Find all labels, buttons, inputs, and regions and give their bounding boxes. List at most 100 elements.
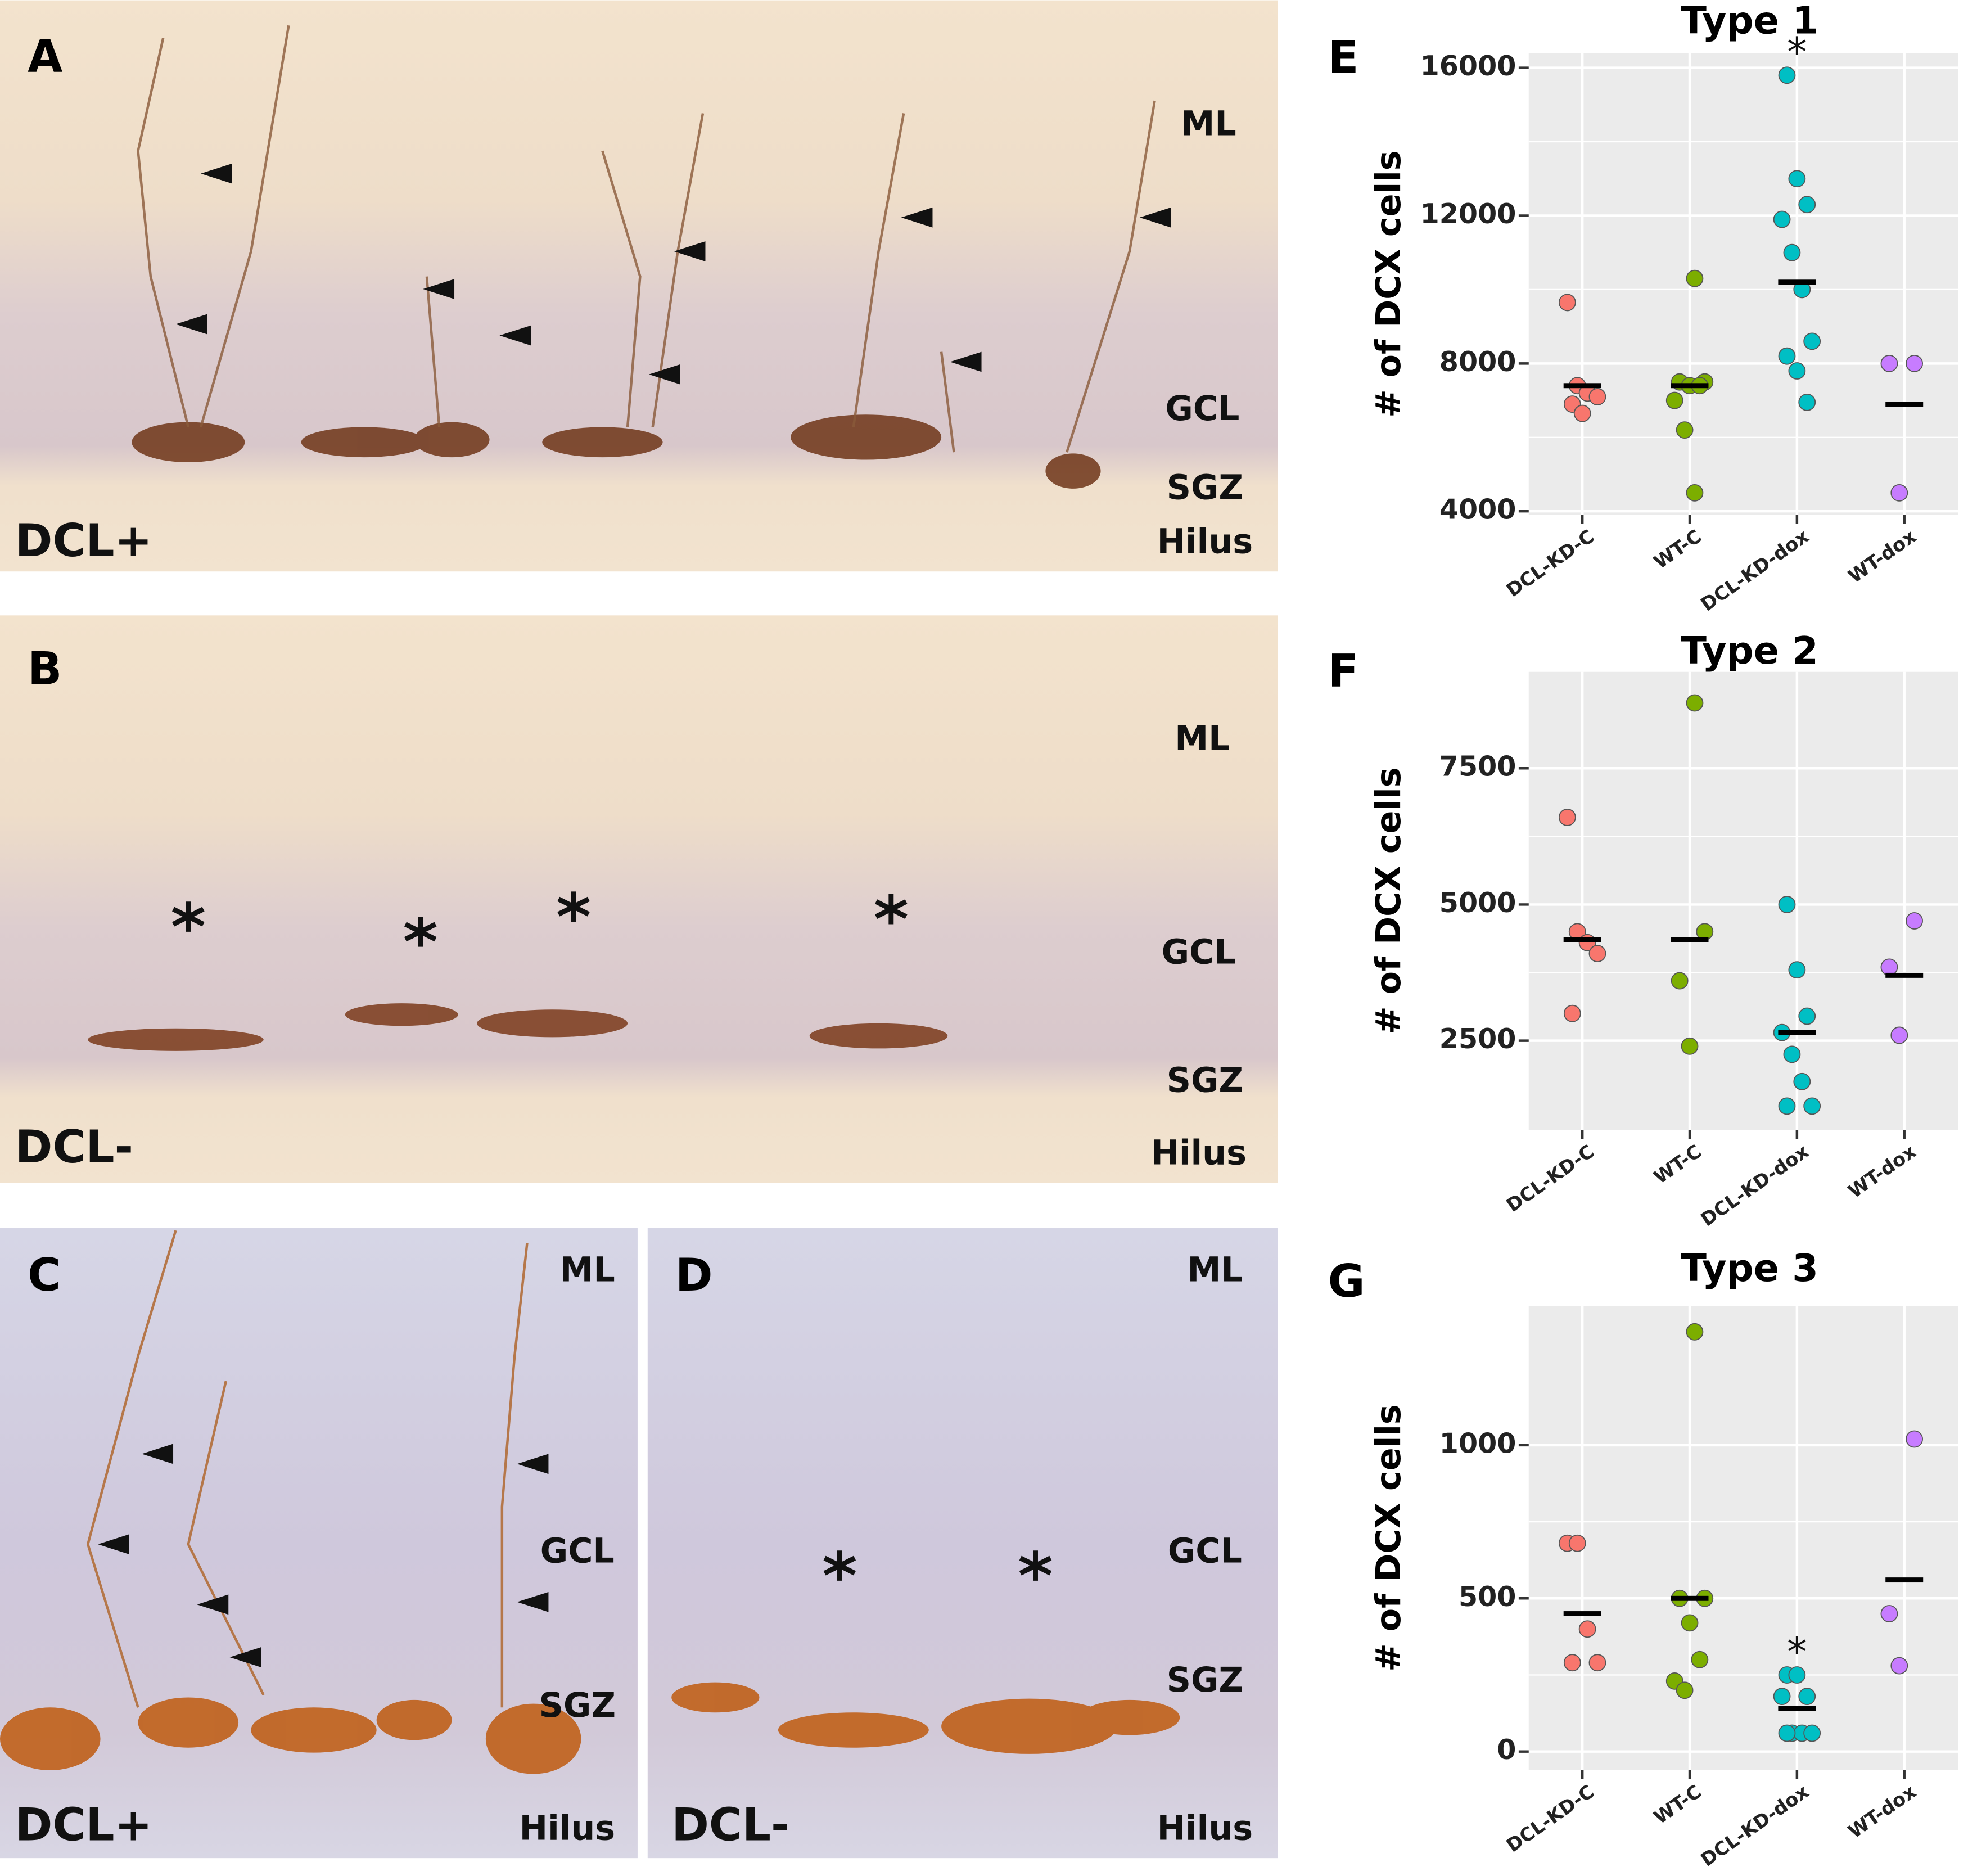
- dot: [1573, 404, 1591, 422]
- dot: [1890, 1026, 1908, 1044]
- dot: [1803, 332, 1821, 350]
- micrograph-c: C ML GCL SGZ Hilus DCL+: [0, 1228, 638, 1859]
- chart: 4000 8000 12000 16000 DCL-KD-C WT-CDCL-KD-dox…: [1328, 0, 1958, 615]
- x-tick-label: DCL-KD-C: [1502, 1780, 1598, 1856]
- mean-line: [1885, 972, 1924, 978]
- dot: [1880, 354, 1898, 372]
- layer-label: Hilus: [1157, 522, 1253, 562]
- asterisks: [172, 891, 908, 947]
- arrowheads: [98, 1444, 549, 1667]
- y-tick-label: 500: [1459, 1580, 1516, 1613]
- dot: [1558, 294, 1576, 312]
- layer-label: Hilus: [1150, 1134, 1246, 1173]
- dot: [1890, 1657, 1908, 1675]
- panel-letter: C: [28, 1248, 61, 1301]
- dot: [1778, 347, 1796, 365]
- sgz-cells: [132, 414, 1101, 489]
- layer-label: ML: [1188, 1250, 1243, 1289]
- dot: [1890, 484, 1908, 502]
- sgz-cells: [0, 1697, 581, 1774]
- dot: [1788, 362, 1806, 380]
- layer-label: SGZ: [539, 1686, 616, 1725]
- layer-label: ML: [559, 1250, 615, 1289]
- layer-label: Hilus: [1157, 1809, 1253, 1848]
- y-axis-label: # of DCX cells: [1369, 767, 1409, 1034]
- dot: [1686, 484, 1704, 502]
- dot: [1588, 1654, 1606, 1672]
- sgz-cells: [88, 1003, 948, 1051]
- x-tick-label: DCL-KD-dox: [1697, 1780, 1813, 1871]
- mean-line: [1778, 279, 1816, 285]
- x-tick-label: DCL-KD-dox: [1697, 1140, 1813, 1230]
- dot: [1788, 170, 1806, 188]
- mean-line: [1778, 1706, 1816, 1711]
- dot: [1563, 1004, 1581, 1022]
- condition-label: DCL-: [15, 1120, 133, 1173]
- dot: [1778, 1097, 1796, 1115]
- dot: [1773, 210, 1791, 228]
- layer-label: GCL: [1168, 1531, 1242, 1571]
- x-tick-label: WT-C: [1650, 1780, 1705, 1828]
- mean-line: [1563, 1611, 1601, 1616]
- dot: [1778, 66, 1796, 84]
- dot: [1578, 1620, 1596, 1638]
- x-tick-label: DCL-KD-dox: [1697, 525, 1813, 616]
- y-tick-label: 16000: [1420, 49, 1516, 82]
- panel-letter: D: [675, 1248, 713, 1301]
- micrograph-a: A ML GCL SGZ Hilus DCL+: [0, 0, 1278, 572]
- x-tick-label: DCL-KD-C: [1502, 1140, 1598, 1216]
- y-tick-label: 5000: [1439, 886, 1516, 919]
- dot: [1793, 1072, 1811, 1090]
- x-tick-label: WT-dox: [1844, 1780, 1920, 1843]
- mean-line: [1671, 383, 1709, 389]
- plot-background: [1528, 671, 1958, 1130]
- x-tick-label: DCL-KD-C: [1502, 525, 1598, 601]
- dot: [1665, 391, 1683, 409]
- dot: [1588, 388, 1606, 405]
- panel-letter: G: [1328, 1255, 1365, 1307]
- dot: [1798, 1007, 1816, 1025]
- y-tick-label: 0: [1497, 1733, 1516, 1766]
- y-tick-label: 2500: [1439, 1022, 1516, 1055]
- panel-letter: B: [28, 642, 62, 695]
- panel-letter: A: [28, 29, 62, 82]
- significance-mark: *: [1787, 1629, 1807, 1675]
- dot: [1773, 1688, 1791, 1706]
- dot: [1558, 809, 1576, 826]
- chart-title: Type 3: [1681, 1246, 1818, 1290]
- layer-label: ML: [1175, 719, 1230, 759]
- dot: [1671, 972, 1689, 990]
- mean-line: [1563, 383, 1601, 389]
- significance-mark: *: [1787, 29, 1807, 76]
- dot: [1686, 694, 1704, 712]
- dot: [1681, 1037, 1699, 1055]
- panel-letter: E: [1328, 31, 1359, 84]
- y-tick-label: 12000: [1420, 197, 1516, 230]
- dot: [1798, 393, 1816, 411]
- panel-letter: F: [1328, 644, 1359, 697]
- tissue: [0, 615, 1278, 1183]
- chart-title: Type 1: [1681, 0, 1818, 42]
- arrowheads: [175, 163, 1171, 385]
- dot: [1803, 1724, 1821, 1742]
- dot: [1676, 1681, 1694, 1699]
- layer-label: GCL: [540, 1531, 615, 1571]
- dot: [1676, 421, 1694, 439]
- condition-label: DCL+: [15, 1798, 152, 1851]
- micrograph-b: B ML GCL SGZ Hilus DCL-: [0, 615, 1278, 1183]
- condition-label: DCL+: [15, 514, 152, 567]
- dot: [1681, 1614, 1699, 1632]
- dot: [1686, 1323, 1704, 1341]
- dot: [1563, 1654, 1581, 1672]
- layer-label: GCL: [1165, 389, 1239, 429]
- layer-label: SGZ: [1167, 1661, 1244, 1700]
- dot: [1691, 1650, 1709, 1668]
- dot: [1588, 945, 1606, 963]
- dot: [1778, 896, 1796, 913]
- condition-label: DCL-: [671, 1798, 789, 1851]
- layer-label: ML: [1181, 104, 1236, 143]
- mean-line: [1885, 1577, 1924, 1583]
- x-tick-label: WT-dox: [1844, 525, 1920, 588]
- dot: [1906, 912, 1923, 930]
